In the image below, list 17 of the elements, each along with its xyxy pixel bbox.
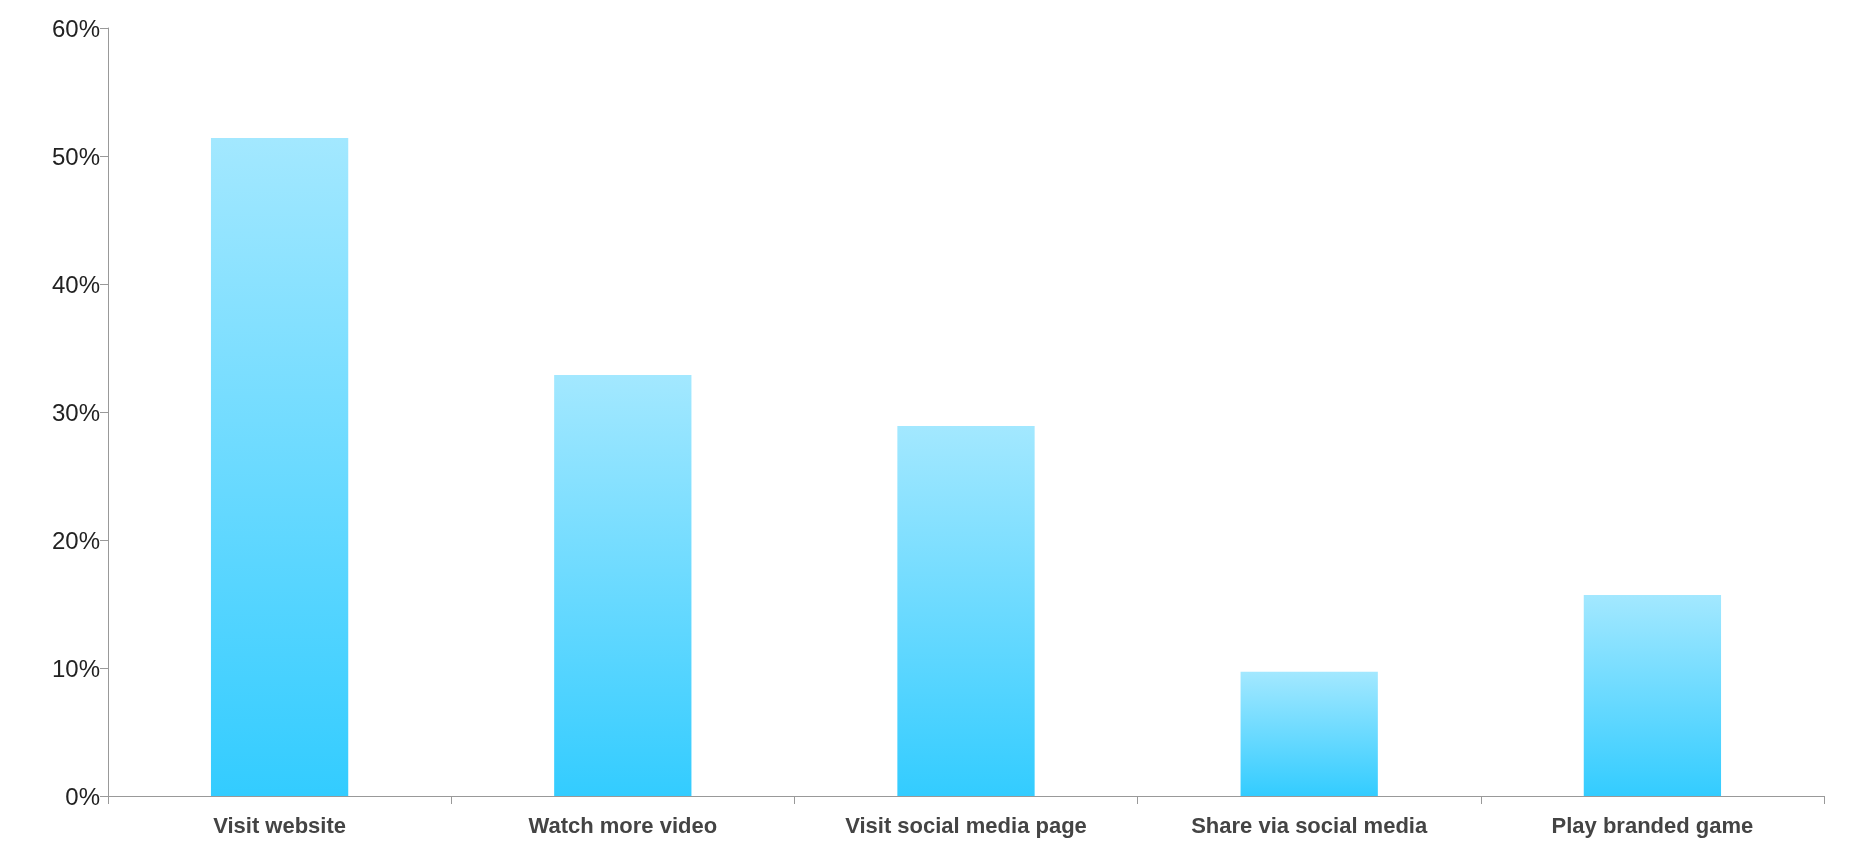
- bar: [1583, 595, 1722, 796]
- bar: [210, 138, 349, 796]
- x-tick-label: Visit social media page: [845, 812, 1087, 838]
- y-tick-label: 50%: [51, 142, 100, 170]
- x-tick-label: Visit website: [213, 812, 347, 838]
- bar: [1240, 671, 1378, 796]
- x-tick-label: Share via social media: [1191, 812, 1428, 838]
- x-tick-label: Play branded game: [1551, 812, 1754, 838]
- y-tick-label: 20%: [51, 526, 100, 554]
- y-tick-label: 0%: [65, 782, 100, 810]
- x-tick-label: Watch more video: [528, 812, 718, 838]
- y-tick-label: 30%: [51, 398, 100, 426]
- bar: [897, 426, 1035, 796]
- y-tick-label: 60%: [51, 14, 100, 42]
- y-tick-label: 10%: [51, 654, 100, 682]
- bar: [554, 374, 692, 796]
- y-tick-label: 40%: [51, 270, 100, 298]
